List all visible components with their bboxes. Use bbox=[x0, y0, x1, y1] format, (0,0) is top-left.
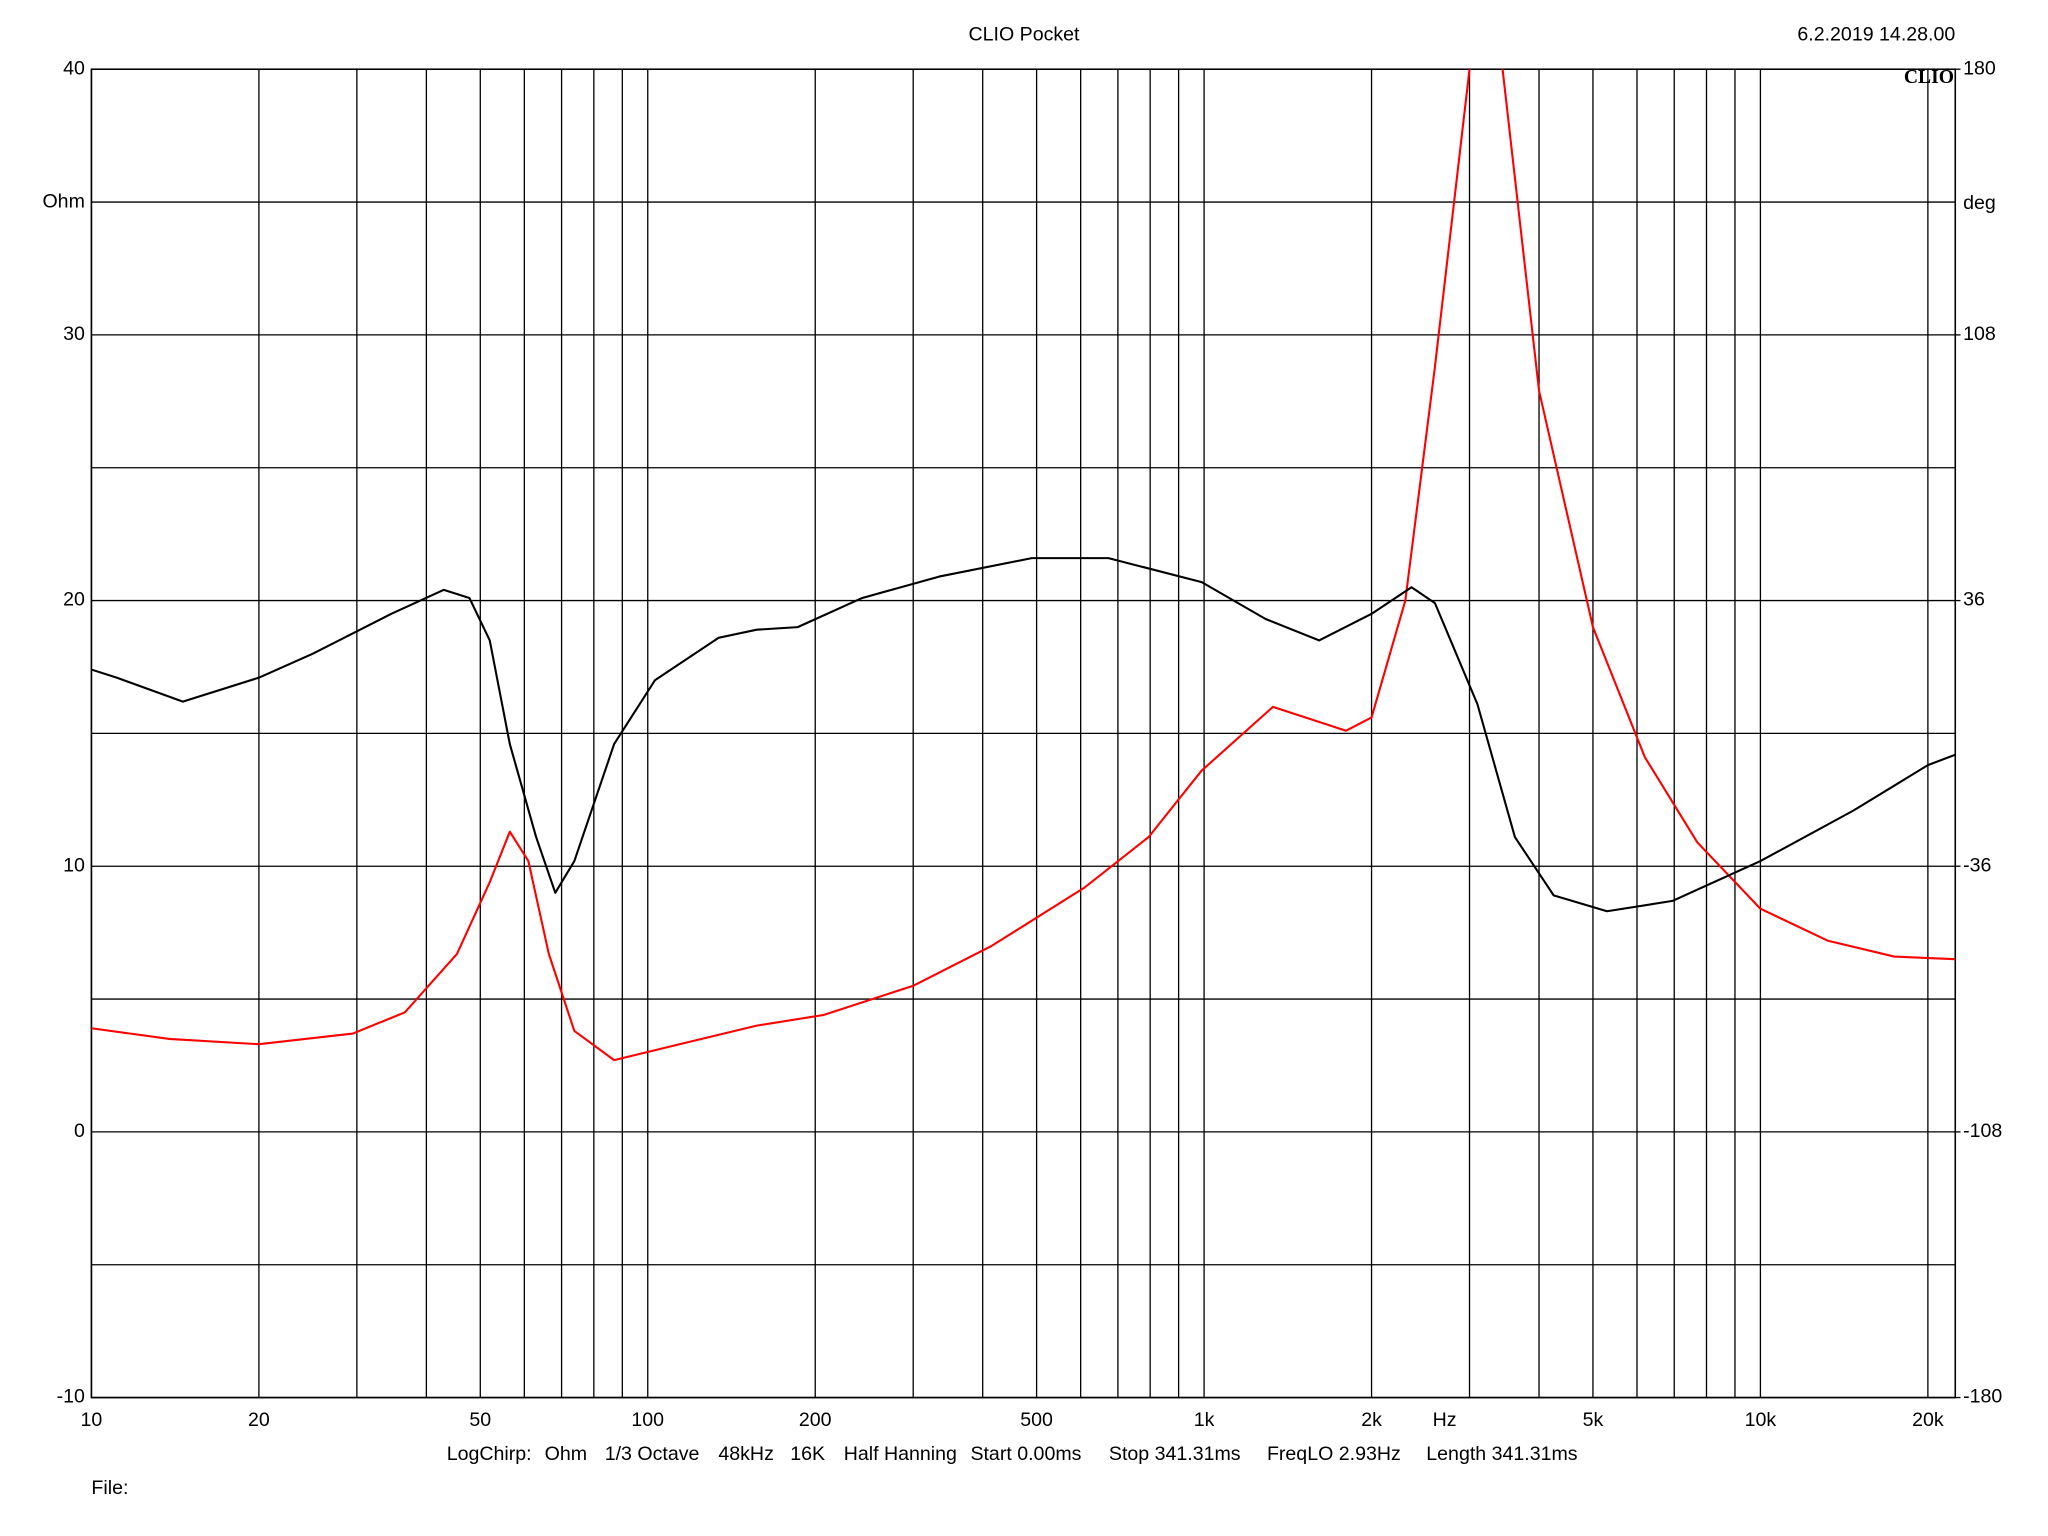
y2-tick-label: -36 bbox=[1963, 854, 1991, 876]
file-label: File: bbox=[91, 1477, 128, 1499]
y-tick-label: -10 bbox=[57, 1386, 85, 1408]
x-tick-label: 100 bbox=[631, 1409, 664, 1431]
y-tick-label: 10 bbox=[63, 854, 85, 876]
footer-setting: Length 341.31ms bbox=[1426, 1443, 1578, 1465]
footer: LogChirp: Ohm 1/3 Octave 48kHz 16K Half Hanni… bbox=[447, 1443, 1578, 1465]
y2-axis-label: deg bbox=[1963, 192, 1996, 214]
y2-tick-label: -108 bbox=[1963, 1120, 2002, 1142]
x-axis-label: Hz bbox=[1433, 1409, 1457, 1431]
plot-frame bbox=[90, 68, 1957, 1399]
footer-setting: 48kHz bbox=[718, 1443, 774, 1465]
plot-area bbox=[91, 69, 1956, 1062]
x-tick-label: 10 bbox=[81, 1409, 103, 1431]
data-line bbox=[91, 557, 1956, 913]
x-tick-label: 200 bbox=[799, 1409, 832, 1431]
x-tick-label: 5k bbox=[1583, 1409, 1604, 1431]
footer-setting: 16K bbox=[790, 1443, 825, 1465]
footer-setting: FreqLO 2.93Hz bbox=[1267, 1443, 1401, 1465]
y-tick-label: 0 bbox=[74, 1120, 85, 1142]
logo: CLIO bbox=[1904, 67, 1954, 88]
y-tick-label: 40 bbox=[63, 57, 85, 79]
x-tick-label: 2k bbox=[1361, 1409, 1382, 1431]
footer-setting: LogChirp: bbox=[447, 1443, 532, 1465]
y2-tick-label: 36 bbox=[1963, 589, 1985, 611]
x-tick-label: 1k bbox=[1194, 1409, 1215, 1431]
footer-setting: Ohm bbox=[545, 1443, 587, 1465]
footer-setting: Half Hanning bbox=[844, 1443, 957, 1465]
y-tick-label: 30 bbox=[63, 323, 85, 345]
footer-setting: 1/3 Octave bbox=[605, 1443, 700, 1465]
footer-setting: Start 0.00ms bbox=[970, 1443, 1081, 1465]
y-tick-label: 20 bbox=[63, 589, 85, 611]
data-line bbox=[91, 69, 1956, 1062]
y2-tick-label: 108 bbox=[1963, 323, 1996, 345]
x-tick-label: 10k bbox=[1745, 1409, 1777, 1431]
x-tick-label: 20k bbox=[1912, 1409, 1944, 1431]
x-tick-label: 20 bbox=[248, 1409, 270, 1431]
chart-title: CLIO Pocket bbox=[969, 23, 1081, 45]
x-tick-label: 500 bbox=[1020, 1409, 1053, 1431]
timestamp: 6.2.2019 14.28.00 bbox=[1797, 23, 1955, 45]
y2-tick-label: 180 bbox=[1963, 57, 1996, 79]
y2-tick-label: -180 bbox=[1963, 1386, 2002, 1408]
x-tick-label: 50 bbox=[469, 1409, 491, 1431]
footer-setting: Stop 341.31ms bbox=[1109, 1443, 1241, 1465]
y-axis-label: Ohm bbox=[42, 191, 84, 213]
